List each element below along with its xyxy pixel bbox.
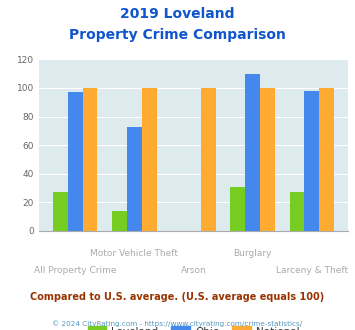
- Bar: [260, 88, 275, 231]
- Bar: [319, 88, 334, 231]
- Bar: [201, 88, 215, 231]
- Text: All Property Crime: All Property Crime: [34, 266, 116, 275]
- Bar: [290, 192, 304, 231]
- Text: Larceny & Theft: Larceny & Theft: [275, 266, 348, 275]
- Text: Property Crime Comparison: Property Crime Comparison: [69, 28, 286, 42]
- Bar: [68, 92, 83, 231]
- Text: Compared to U.S. average. (U.S. average equals 100): Compared to U.S. average. (U.S. average …: [31, 292, 324, 302]
- Bar: [112, 211, 127, 231]
- Text: Burglary: Burglary: [233, 249, 272, 258]
- Bar: [142, 88, 157, 231]
- Text: 2019 Loveland: 2019 Loveland: [120, 7, 235, 20]
- Bar: [245, 74, 260, 231]
- Bar: [304, 91, 319, 231]
- Bar: [83, 88, 97, 231]
- Bar: [230, 187, 245, 231]
- Bar: [53, 192, 68, 231]
- Text: Arson: Arson: [181, 266, 206, 275]
- Text: Motor Vehicle Theft: Motor Vehicle Theft: [91, 249, 178, 258]
- Text: © 2024 CityRating.com - https://www.cityrating.com/crime-statistics/: © 2024 CityRating.com - https://www.city…: [53, 321, 302, 327]
- Bar: [127, 127, 142, 231]
- Legend: Loveland, Ohio, National: Loveland, Ohio, National: [83, 322, 304, 330]
